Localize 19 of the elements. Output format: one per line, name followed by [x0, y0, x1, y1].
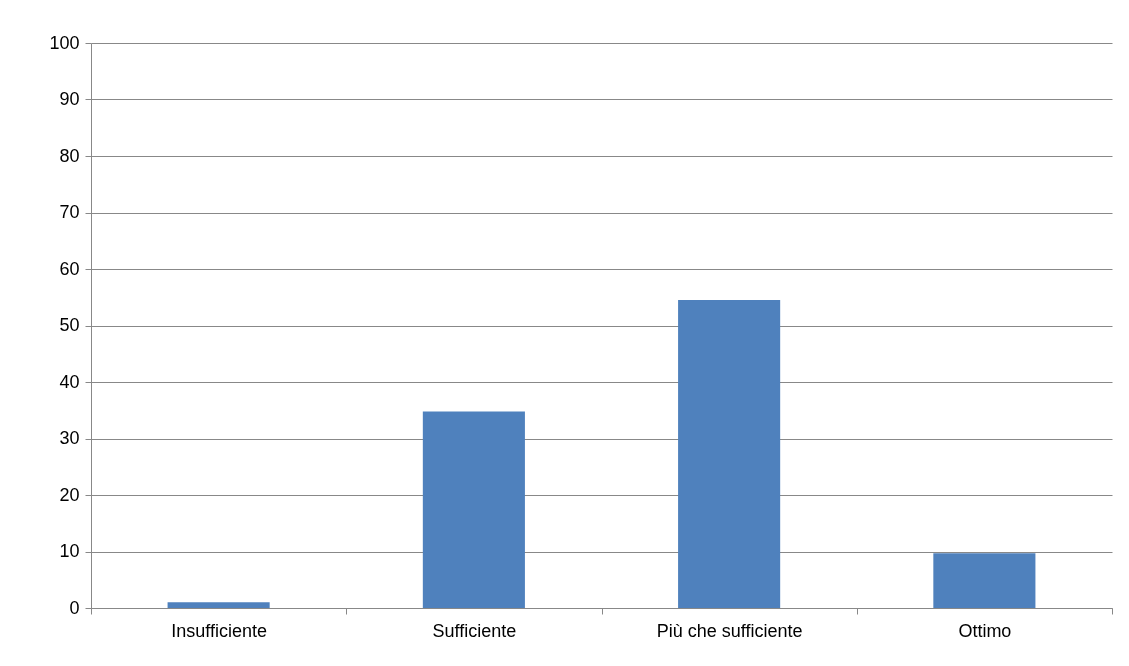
- y-tick-label: 90: [59, 89, 80, 109]
- y-tick-label: 100: [49, 32, 80, 53]
- x-tick-label: Sufficiente: [432, 620, 517, 641]
- bar: [678, 300, 781, 608]
- x-tick-label: Ottimo: [958, 620, 1012, 641]
- x-tick-label: Più che sufficiente: [656, 620, 803, 641]
- y-tick-label: 60: [59, 258, 80, 279]
- bar: [422, 411, 525, 608]
- y-tick-label: 40: [59, 371, 80, 392]
- y-tick-label: 20: [59, 484, 80, 505]
- y-tick-label: 80: [59, 145, 80, 166]
- y-tick-label: 0: [69, 597, 80, 618]
- x-tick-label: Insufficiente: [171, 620, 267, 641]
- y-tick-label: 30: [59, 428, 80, 448]
- y-tick-label: 10: [59, 541, 80, 561]
- bar: [167, 602, 270, 608]
- y-tick-label: 50: [59, 315, 80, 335]
- bar: [933, 553, 1036, 608]
- y-tick-label: 70: [59, 202, 80, 222]
